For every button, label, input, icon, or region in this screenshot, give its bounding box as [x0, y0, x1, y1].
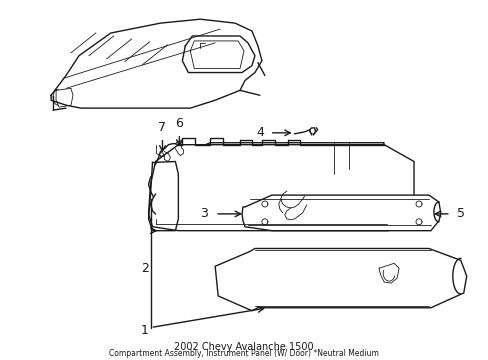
Polygon shape	[148, 145, 413, 231]
Text: 7: 7	[158, 121, 166, 134]
Text: 6: 6	[175, 117, 183, 130]
Polygon shape	[242, 195, 440, 231]
Text: 2002 Chevy Avalanche 1500: 2002 Chevy Avalanche 1500	[174, 342, 313, 352]
Text: 5: 5	[456, 207, 464, 220]
Text: 2: 2	[141, 262, 148, 275]
Polygon shape	[175, 143, 384, 174]
Polygon shape	[215, 248, 466, 311]
Text: 3: 3	[200, 207, 208, 220]
Text: 1: 1	[141, 324, 148, 337]
Text: Compartment Assembly, Instrument Panel (W/ Door) *Neutral Medium: Compartment Assembly, Instrument Panel (…	[109, 349, 378, 358]
Text: 4: 4	[256, 126, 264, 139]
